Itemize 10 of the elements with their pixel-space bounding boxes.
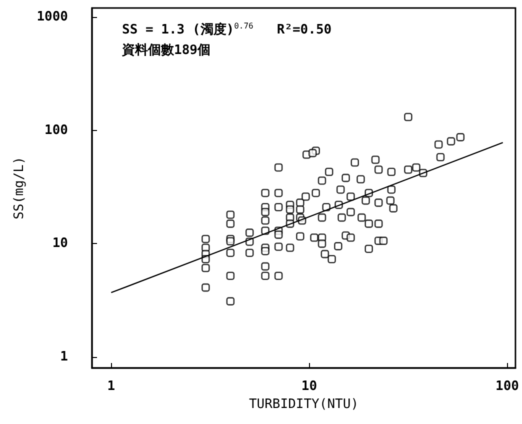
y-tick-label: 1000 [36,9,68,24]
annotation: 資料個數189個 [121,43,210,58]
y-tick-label: 10 [52,236,68,252]
y-tick-label: 1 [60,350,68,365]
y-axis-title: SS(mg/L) [12,156,27,220]
x-axis-title: TURBIDITY(NTU) [248,397,359,412]
y-tick-label: 100 [44,122,68,138]
x-tick-label: 1 [107,379,116,394]
x-tick-label: 10 [301,379,318,394]
x-tick-label: 100 [496,379,520,394]
